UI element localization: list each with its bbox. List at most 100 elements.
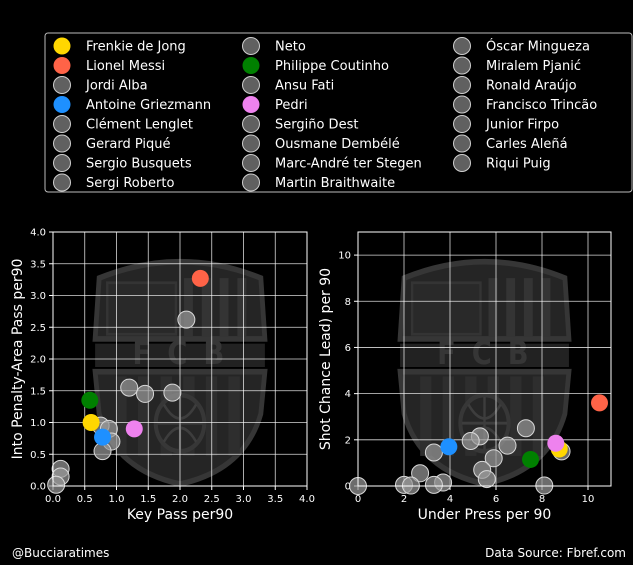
legend-marker-francisco-trincao bbox=[453, 95, 471, 114]
y-tick-label: 0.5 bbox=[30, 450, 46, 461]
legend-marker-philippe-coutinho bbox=[242, 57, 260, 74]
x-tick-label: 3.5 bbox=[267, 494, 283, 505]
legend-marker-oscar-mingueza bbox=[453, 37, 471, 55]
legend-marker-riqui-puig bbox=[453, 154, 471, 172]
left-scatter-plot: F C B 0.0 0.5 1.0 1.5 2.0 2.5 3.0 3.5 4.0 0.0 0.5 1.… bbox=[10, 228, 315, 524]
y-tick-label: 4.0 bbox=[30, 228, 46, 239]
legend-marker-pedri bbox=[242, 96, 260, 113]
point-frenkie-de-jong bbox=[82, 414, 100, 431]
point-sergio-busquets bbox=[516, 419, 535, 438]
point-lionel-messi bbox=[591, 394, 608, 412]
legend-label-sergio-busquets: Sergio Busquets bbox=[86, 157, 192, 172]
legend-marker-clement-lenglet bbox=[53, 115, 71, 133]
y-tick-label: 2.0 bbox=[30, 355, 46, 366]
x-tick-label: 10 bbox=[582, 494, 595, 505]
y-tick-label: 8 bbox=[345, 297, 351, 308]
point-philippe-coutinho bbox=[81, 391, 99, 409]
legend-marker-marc-andre-ter-stegen bbox=[242, 154, 260, 172]
legend-label-sergi-roberto: Sergi Roberto bbox=[86, 176, 174, 191]
point-oscar-mingueza bbox=[424, 475, 443, 494]
crest-letters: F C B bbox=[437, 334, 532, 372]
point-ansu-fati bbox=[163, 383, 182, 402]
legend-marker-neto bbox=[242, 37, 260, 55]
x-tick-label: 0.5 bbox=[77, 494, 93, 505]
legend-marker-ansu-fati bbox=[242, 76, 260, 94]
legend-marker-junior-firpo bbox=[453, 115, 471, 133]
point-antoine-griezmann bbox=[440, 438, 458, 456]
legend-label-gerard-pique: Gerard Piqué bbox=[86, 137, 171, 152]
x-tick-label: 1.0 bbox=[109, 494, 125, 505]
x-tick-label: 2 bbox=[401, 494, 407, 505]
legend-label-ronald-araujo: Ronald Araújo bbox=[486, 79, 577, 94]
x-tick-label: 4 bbox=[447, 494, 453, 505]
point-ousmane-dembele bbox=[424, 443, 443, 462]
x-tick-label: 8 bbox=[539, 494, 545, 505]
right-scatter-plot: F C B 0 2 4 6 8 10 0 2 4 6 8 10 Under Press per 90 Sho… bbox=[318, 231, 612, 523]
point-marc-andre-ter-stegen bbox=[47, 475, 66, 494]
x-axis-label: Key Pass per90 bbox=[127, 507, 233, 523]
x-tick-label: 4.0 bbox=[299, 494, 315, 505]
point-sergio-busquets bbox=[120, 378, 139, 397]
legend-marker-sergino-dest bbox=[242, 115, 260, 133]
point-antoine-griezmann bbox=[94, 428, 112, 446]
legend-label-ansu-fati: Ansu Fati bbox=[275, 79, 334, 94]
legend-label-pedri: Pedri bbox=[275, 98, 308, 113]
legend-label-sergino-dest: Sergiño Dest bbox=[275, 118, 358, 133]
y-tick-label: 0.0 bbox=[30, 482, 46, 493]
point-ansu-fati bbox=[498, 436, 517, 455]
legend-label-martin-braithwaite: Martin Braithwaite bbox=[275, 176, 395, 191]
point-miralem-pjanic bbox=[484, 449, 503, 468]
legend-marker-jordi-alba bbox=[53, 76, 71, 94]
credit-text: @Bucciaratimes bbox=[12, 546, 109, 560]
point-riqui-puig bbox=[477, 470, 496, 489]
y-tick-label: 0 bbox=[345, 482, 351, 493]
y-tick-label: 4 bbox=[345, 389, 351, 400]
y-tick-label: 2 bbox=[345, 435, 351, 446]
legend-label-oscar-mingueza: Óscar Mingueza bbox=[486, 39, 590, 55]
legend-label-junior-firpo: Junior Firpo bbox=[485, 118, 559, 133]
legend-marker-miralem-pjanic bbox=[453, 56, 471, 75]
legend-marker-ronald-araujo bbox=[453, 76, 471, 94]
legend-label-jordi-alba: Jordi Alba bbox=[85, 79, 148, 94]
x-tick-label: 2.5 bbox=[204, 494, 220, 505]
legend-label-carles-alena: Carles Aleñá bbox=[486, 137, 568, 152]
legend-marker-martin-braithwaite bbox=[242, 173, 260, 192]
point-sergi-roberto bbox=[136, 384, 155, 403]
legend-label-frenkie-de-jong: Frenkie de Jong bbox=[86, 40, 186, 55]
x-tick-label: 0.0 bbox=[45, 494, 61, 505]
legend-marker-ousmane-dembele bbox=[242, 134, 260, 153]
y-tick-label: 3.0 bbox=[30, 291, 46, 302]
crest-letters: F C B bbox=[132, 335, 227, 372]
y-tick-label: 1.5 bbox=[30, 386, 46, 397]
point-pedri bbox=[547, 434, 565, 452]
y-tick-label: 2.5 bbox=[30, 323, 46, 334]
x-tick-label: 0 bbox=[355, 494, 361, 505]
x-tick-label: 2.0 bbox=[172, 494, 188, 505]
y-tick-label: 10 bbox=[338, 251, 351, 262]
legend-label-neto: Neto bbox=[275, 40, 306, 55]
legend-marker-antoine-griezmann bbox=[53, 96, 71, 113]
y-tick-label: 1.0 bbox=[30, 418, 46, 429]
y-tick-label: 3.5 bbox=[30, 259, 46, 270]
legend: Frenkie de Jong Lionel Messi Jordi Alba Ant… bbox=[44, 32, 633, 193]
legend-label-marc-andre-ter-stegen: Marc-André ter Stegen bbox=[275, 157, 422, 172]
x-tick-label: 1.5 bbox=[140, 494, 156, 505]
x-axis-label: Under Press per 90 bbox=[418, 507, 552, 523]
plot-frame bbox=[52, 231, 308, 487]
point-pedri bbox=[125, 420, 143, 438]
point-philippe-coutinho bbox=[522, 450, 539, 468]
data-source-text: Data Source: Fbref.com bbox=[485, 546, 626, 560]
y-axis-label: Into Penalty-Area Pass per90 bbox=[10, 259, 26, 460]
y-axis-label: Shot Chance Lead) per 90 bbox=[318, 268, 334, 450]
legend-marker-carles-alena bbox=[453, 134, 471, 153]
point-martin-braithwaite bbox=[411, 464, 430, 483]
legend-label-clement-lenglet: Clément Lenglet bbox=[86, 118, 193, 133]
x-tick-label: 3.0 bbox=[236, 494, 252, 505]
legend-label-antoine-griezmann: Antoine Griezmann bbox=[86, 98, 211, 113]
plot-frame bbox=[357, 231, 612, 487]
y-tick-label: 6 bbox=[345, 343, 351, 354]
x-tick-label: 6 bbox=[493, 494, 499, 505]
legend-marker-gerard-pique bbox=[53, 134, 71, 153]
legend-marker-sergi-roberto bbox=[53, 173, 71, 192]
